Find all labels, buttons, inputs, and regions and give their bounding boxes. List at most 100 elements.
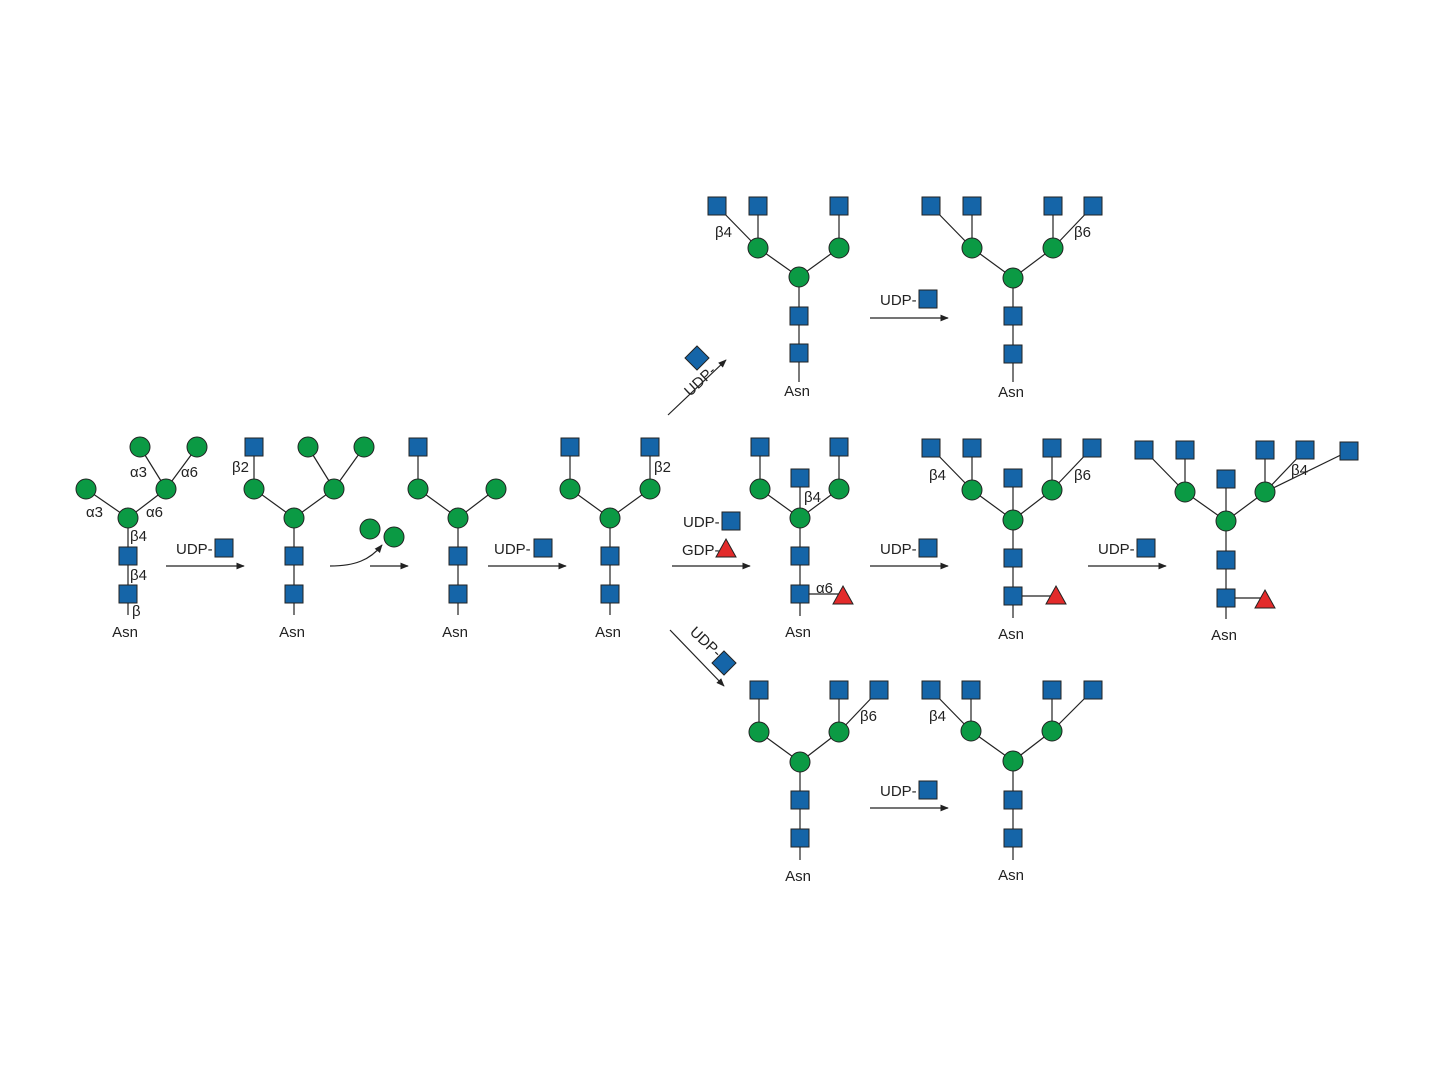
blue-square-icon <box>284 546 304 566</box>
green-circle-icon <box>961 479 983 501</box>
blue-square-icon <box>1083 196 1103 216</box>
linkage-label: β6 <box>860 708 877 725</box>
blue-square-icon <box>1295 440 1315 460</box>
blue-square-icon <box>918 780 938 800</box>
blue-square-icon <box>829 196 849 216</box>
asn-label: Asn <box>1211 627 1237 644</box>
green-circle-icon <box>599 507 621 529</box>
green-circle-icon <box>559 478 581 500</box>
asn-label: Asn <box>998 867 1024 884</box>
blue-square-icon <box>789 306 809 326</box>
blue-square-icon <box>1175 440 1195 460</box>
blue-square-icon <box>707 196 727 216</box>
udp-label: UDP- <box>681 362 719 399</box>
linkage-label: β6 <box>1074 467 1091 484</box>
green-circle-icon <box>283 507 305 529</box>
reaction-arrow <box>669 629 725 687</box>
blue-square-icon <box>244 437 264 457</box>
blue-square-icon <box>748 196 768 216</box>
green-circle-icon <box>1042 237 1064 259</box>
blue-square-icon <box>721 511 741 531</box>
green-circle-icon <box>828 721 850 743</box>
green-circle-icon <box>828 478 850 500</box>
green-circle-icon <box>117 507 139 529</box>
blue-square-icon <box>790 584 810 604</box>
green-circle-icon <box>383 526 405 548</box>
green-circle-icon <box>749 478 771 500</box>
blue-square-icon <box>961 680 981 700</box>
green-circle-icon <box>353 436 375 458</box>
blue-square-icon <box>962 196 982 216</box>
linkage-label: β <box>132 603 141 620</box>
linkage-label: α3 <box>130 464 147 481</box>
linkage-label: β6 <box>1074 224 1091 241</box>
asn-label: Asn <box>785 868 811 885</box>
blue-square-icon <box>1136 538 1156 558</box>
red-triangle-icon <box>1254 588 1276 609</box>
blue-square-icon <box>1042 438 1062 458</box>
udp-label: UDP- <box>686 623 724 660</box>
blue-square-icon <box>790 790 810 810</box>
blue-square-icon <box>749 680 769 700</box>
udp-label: UDP- <box>1098 541 1135 558</box>
green-circle-icon <box>1174 481 1196 503</box>
blue-square-icon <box>408 437 428 457</box>
asn-label: Asn <box>279 624 305 641</box>
blue-square-icon <box>1003 306 1023 326</box>
green-circle-icon <box>1254 481 1276 503</box>
udp-label: UDP- <box>880 292 917 309</box>
blue-square-icon <box>1003 586 1023 606</box>
blue-square-icon <box>214 538 234 558</box>
green-circle-icon <box>323 478 345 500</box>
green-circle-icon <box>961 237 983 259</box>
green-circle-icon <box>788 266 810 288</box>
blue-square-icon <box>921 680 941 700</box>
blue-square-icon <box>640 437 660 457</box>
green-circle-icon <box>243 478 265 500</box>
udp-label: UDP- <box>494 541 531 558</box>
green-circle-icon <box>789 507 811 529</box>
asn-label: Asn <box>112 624 138 641</box>
linkage-label: α6 <box>181 464 198 481</box>
blue-square-icon <box>1003 548 1023 568</box>
green-circle-icon <box>1215 510 1237 532</box>
blue-diamond-icon <box>711 650 737 676</box>
blue-square-icon <box>448 546 468 566</box>
green-circle-icon <box>748 721 770 743</box>
udp-label: UDP- <box>880 783 917 800</box>
green-circle-icon <box>407 478 429 500</box>
sugar-residues <box>75 196 1359 848</box>
green-circle-icon <box>359 518 381 540</box>
green-circle-icon <box>639 478 661 500</box>
asn-label: Asn <box>998 384 1024 401</box>
green-circle-icon <box>447 507 469 529</box>
blue-square-icon <box>789 343 809 363</box>
blue-square-icon <box>1216 588 1236 608</box>
green-circle-icon <box>485 478 507 500</box>
linkage-label: β2 <box>232 459 249 476</box>
blue-square-icon <box>750 437 770 457</box>
blue-square-icon <box>1216 550 1236 570</box>
blue-square-icon <box>1082 438 1102 458</box>
blue-square-icon <box>829 437 849 457</box>
blue-square-icon <box>790 468 810 488</box>
blue-square-icon <box>560 437 580 457</box>
blue-square-icon <box>1216 469 1236 489</box>
blue-square-icon <box>790 546 810 566</box>
blue-square-icon <box>448 584 468 604</box>
reaction-arrow <box>667 359 727 416</box>
reaction-arrows <box>166 314 1167 812</box>
blue-square-icon <box>1003 828 1023 848</box>
reaction-arrow <box>329 544 383 567</box>
asn-label: Asn <box>785 624 811 641</box>
red-triangle-icon <box>832 584 854 605</box>
blue-square-icon <box>533 538 553 558</box>
blue-square-icon <box>918 289 938 309</box>
blue-square-icon <box>1083 680 1103 700</box>
bond <box>1264 450 1350 493</box>
green-circle-icon <box>1002 750 1024 772</box>
green-circle-icon <box>155 478 177 500</box>
asn-label: Asn <box>442 624 468 641</box>
blue-diamond-icon <box>684 345 710 371</box>
